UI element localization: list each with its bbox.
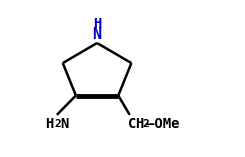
Text: 2: 2 xyxy=(54,119,61,129)
Text: N: N xyxy=(60,117,69,131)
Text: C: C xyxy=(128,117,136,131)
Text: H: H xyxy=(45,117,53,131)
Text: —OMe: —OMe xyxy=(146,117,179,131)
Text: H: H xyxy=(135,117,143,131)
Text: N: N xyxy=(93,27,102,42)
Text: 2: 2 xyxy=(142,119,149,129)
Text: H: H xyxy=(93,17,101,31)
